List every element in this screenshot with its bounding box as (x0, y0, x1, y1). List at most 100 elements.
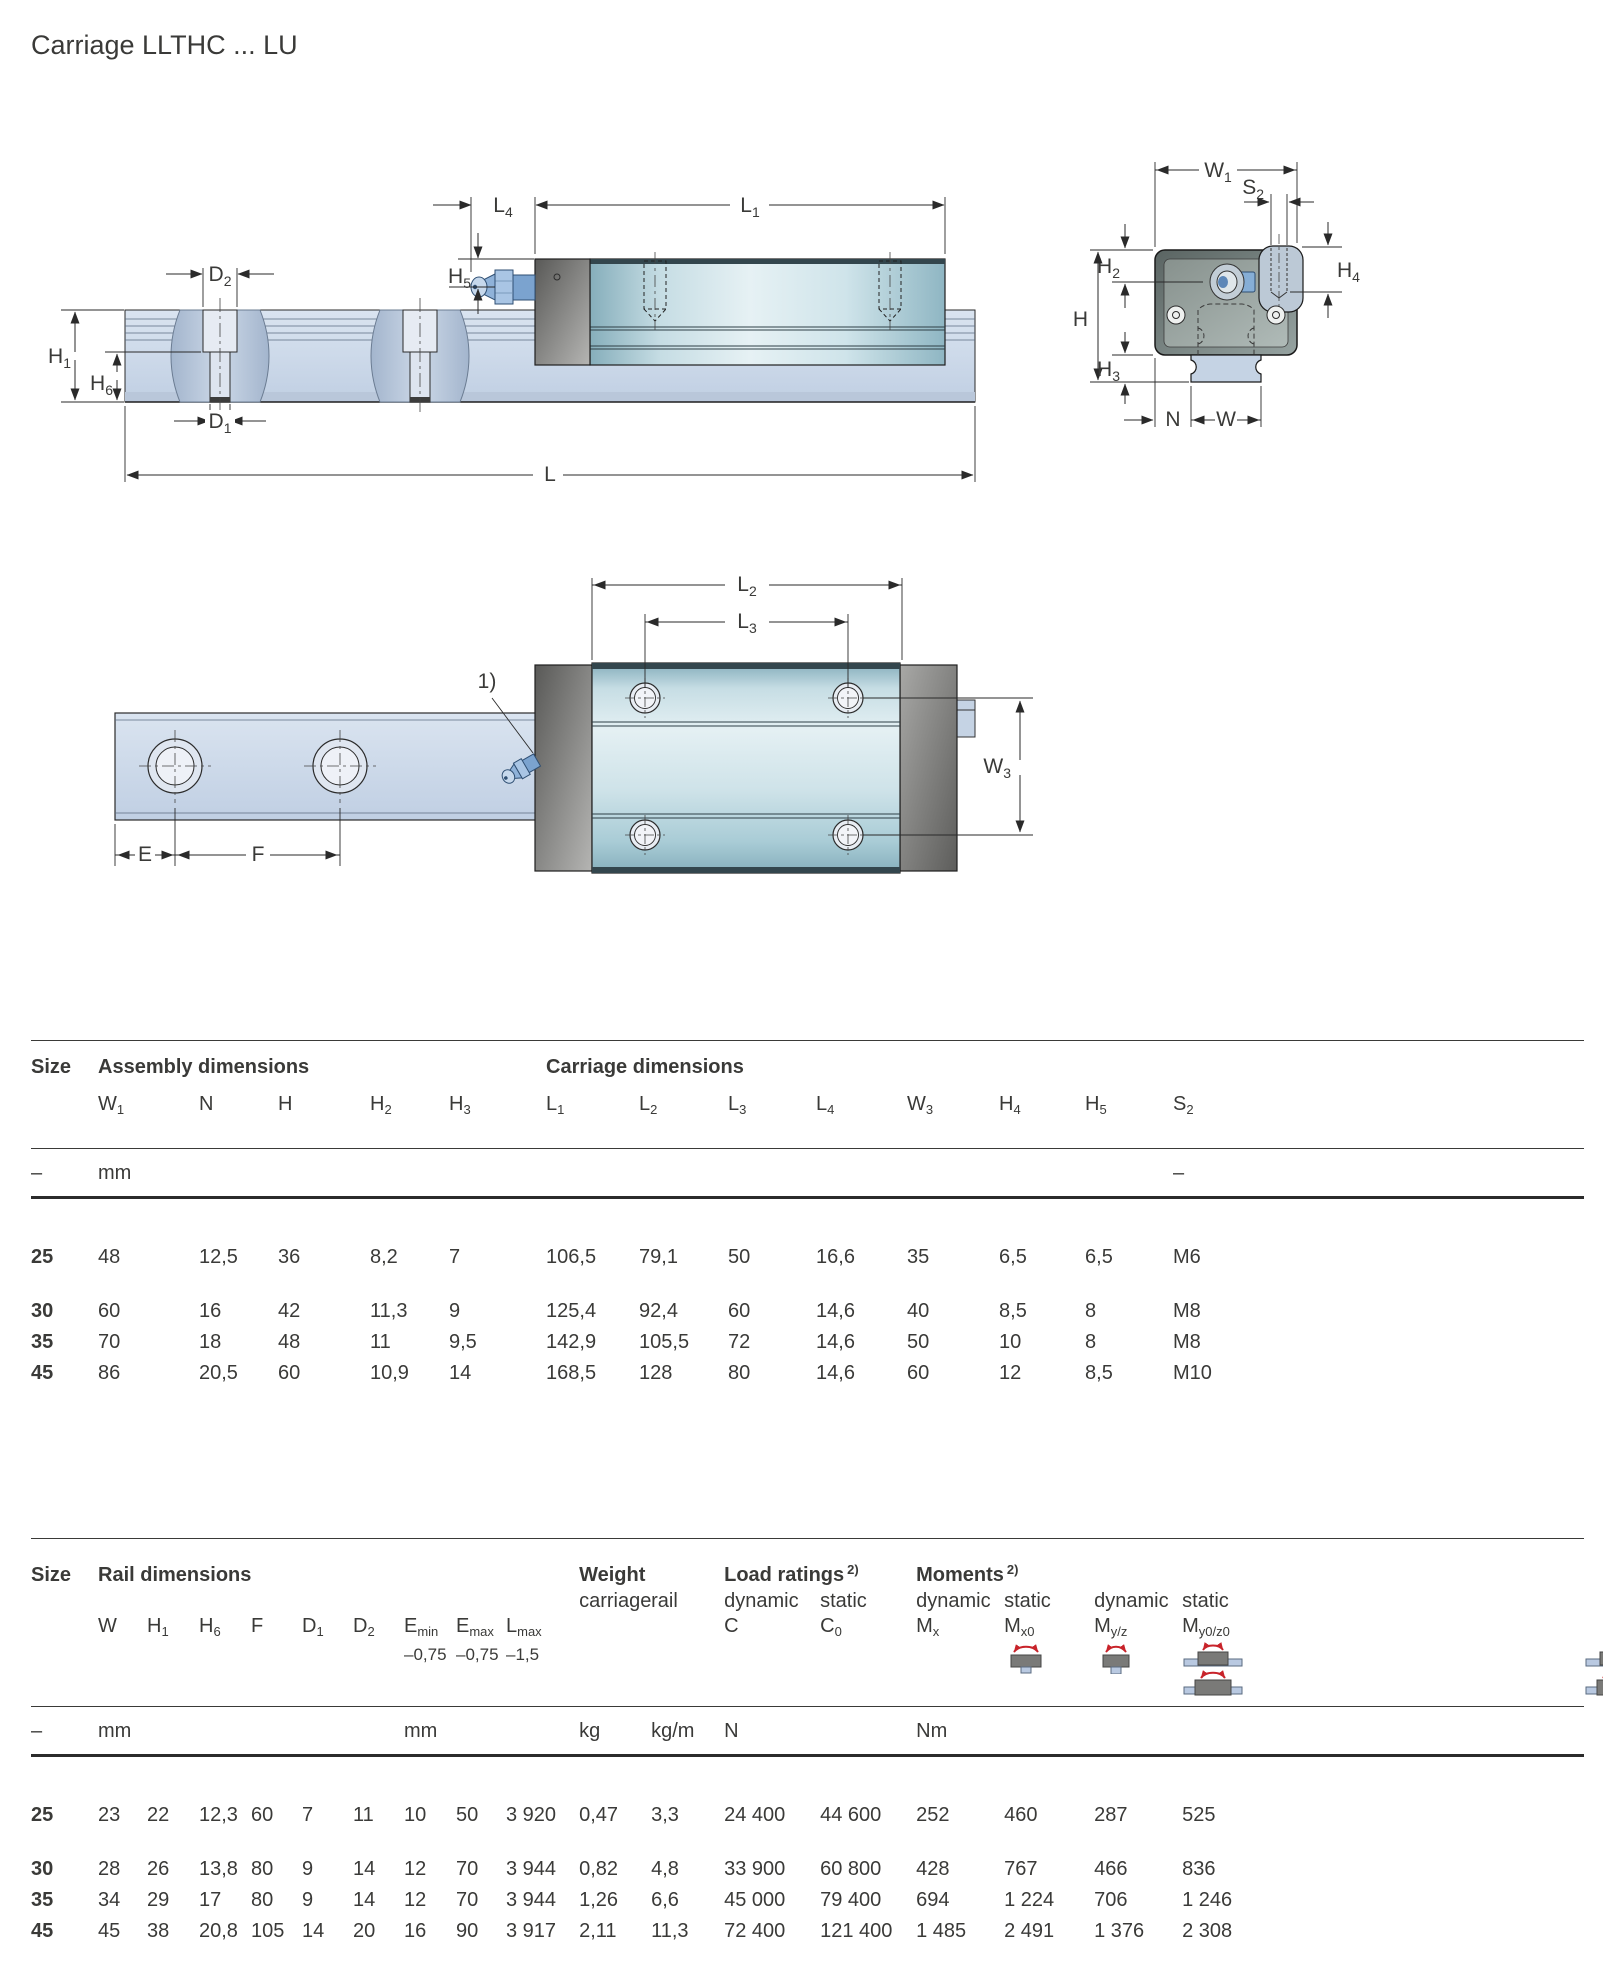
t1-col-l3: L3 (728, 1080, 817, 1149)
side-view-diagram: L4 L1 H5 D2 H1 H6 (48, 194, 976, 486)
t2-group-moments: Moments 2) (916, 1562, 1019, 1586)
t2-col-d1: D1 (302, 1615, 324, 1639)
cell-size: 45 (31, 1920, 54, 1942)
carriage-side (534, 252, 946, 366)
cell-value: 128 (639, 1362, 673, 1384)
cell-value: 8 (1085, 1300, 1097, 1322)
cell-value: 38 (147, 1920, 170, 1942)
cell-value: 14,6 (816, 1331, 855, 1353)
cell-value: 79,1 (639, 1246, 678, 1268)
table-row: 35 70 18 48 11 9,5 142,9 105,5 72 14,6 5… (31, 1327, 1584, 1358)
cell-value: 72 400 (724, 1920, 786, 1942)
t1-col-h: H (278, 1080, 370, 1149)
rail-hole-top-2 (304, 730, 376, 803)
t1-col-h5: H5 (1085, 1080, 1174, 1149)
cell-value: 14 (353, 1858, 376, 1880)
carriage-top (501, 662, 976, 874)
side-view-dimensions: L4 L1 H5 D2 H1 H6 (48, 194, 976, 486)
moment-myz-icon (1183, 1642, 1243, 1696)
table-row: 45 86 20,5 60 10,9 14 168,5 128 80 14,6 … (31, 1358, 1584, 1389)
cell-value: 12,3 (199, 1804, 238, 1826)
cell-value: 105 (251, 1920, 285, 1942)
cell-value: 12,5 (199, 1246, 238, 1268)
cell-value: 18 (199, 1331, 222, 1353)
cell-value: 7 (302, 1804, 314, 1826)
cell-value: 36 (278, 1246, 301, 1268)
cell-value: 70 (456, 1889, 479, 1911)
top-view-dimensions: L2 L3 W3 E F 1) (114, 573, 1033, 866)
cell-value: M8 (1173, 1331, 1201, 1353)
cell-value: M6 (1173, 1246, 1201, 1268)
dim-label-l4: L4 (493, 194, 513, 220)
cell-value: 3,3 (651, 1804, 679, 1826)
dim-label-w: W (1216, 408, 1236, 431)
cell-value: 80 (728, 1362, 751, 1384)
cell-value: 8 (1085, 1331, 1097, 1353)
carriage-end (1154, 234, 1304, 356)
t1-col-n: N (199, 1080, 278, 1149)
dim-label-w1: W1 (1204, 159, 1232, 185)
note-label: 1) (478, 670, 497, 693)
cell-size: 35 (31, 1331, 54, 1353)
t2-sub-rail: rail (651, 1590, 678, 1612)
cell-value: 706 (1094, 1889, 1128, 1911)
cell-value: 1 224 (1004, 1889, 1055, 1911)
cell-value: 20,8 (199, 1920, 238, 1942)
t2-col-f: F (251, 1615, 264, 1637)
t1-col-h2: H2 (370, 1080, 449, 1149)
rail-dimensions-table: Size Rail dimensions Weight Load ratings… (31, 1538, 1603, 1947)
dim-label-e: E (138, 843, 152, 866)
cell-value: 11,3 (651, 1920, 689, 1942)
t2-col-d2: D2 (353, 1615, 375, 1639)
cell-value: 14,6 (816, 1362, 855, 1384)
cell-value: 33 900 (724, 1858, 786, 1880)
cell-size: 30 (31, 1300, 54, 1322)
cell-value: 44 600 (820, 1804, 882, 1826)
t1-group-assembly: Assembly dimensions (98, 1056, 310, 1078)
cell-value: 16,6 (816, 1246, 855, 1268)
cell-value: 105,5 (639, 1331, 690, 1353)
end-cap-left (534, 664, 593, 872)
cell-value: 14 (302, 1920, 325, 1942)
cell-value: 79 400 (820, 1889, 882, 1911)
t1-group-carriage: Carriage dimensions (546, 1056, 744, 1078)
t2-sub-static: static (1004, 1590, 1051, 1612)
t2-tol-emax: –0,75 (456, 1640, 506, 1707)
cell-value: 14 (353, 1889, 376, 1911)
dim-label-l2: L2 (737, 573, 757, 599)
table-row: 25 48 12,5 36 8,2 7 106,5 79,1 50 16,6 3… (31, 1198, 1584, 1274)
cell-value: 694 (916, 1889, 950, 1911)
cell-value: 9 (302, 1858, 314, 1880)
grease-nipple-front-icon (1209, 263, 1256, 301)
table-row: 25 23 22 12,3 60 7 11 10 50 3 920 0,47 3… (31, 1756, 1584, 1832)
cell-value: 428 (916, 1858, 950, 1880)
cell-value: 10,9 (370, 1362, 409, 1384)
t2-col-my0z0: My0/z0 (1182, 1615, 1230, 1639)
cell-value: 6,6 (651, 1889, 679, 1911)
moment-my0z0-icon (1585, 1651, 1603, 1696)
t2-tol-lmax: –1,5 (506, 1640, 580, 1707)
mount-hole (828, 678, 868, 718)
dim-label-l1: L1 (740, 194, 760, 220)
cell-value: 70 (98, 1331, 121, 1353)
cell-value: 80 (251, 1889, 274, 1911)
cell-value: 2 491 (1004, 1920, 1055, 1942)
cell-value: 92,4 (639, 1300, 678, 1322)
t2-sub-dynamic: dynamic (916, 1590, 991, 1612)
cell-value: 60 800 (820, 1858, 882, 1880)
t2-group-weight: Weight (579, 1564, 646, 1586)
table-row: 30 28 26 13,8 80 9 14 12 70 3 944 0,82 4… (31, 1831, 1584, 1885)
thread-hole-2 (878, 252, 902, 330)
t1-col-l2: L2 (639, 1080, 729, 1149)
cell-value: 60 (728, 1300, 751, 1322)
cell-value: 11,3 (370, 1300, 408, 1322)
cell-value: 17 (199, 1889, 222, 1911)
cell-value: 23 (98, 1804, 121, 1826)
t2-col-lmax: Lmax (506, 1615, 542, 1639)
port-tab (956, 699, 976, 738)
t1-col-h3: H3 (449, 1080, 547, 1149)
rail-end (1190, 303, 1262, 383)
t2-units-row: – mm mm kg kg/m N Nm (31, 1706, 1585, 1757)
cell-value: 35 (907, 1246, 930, 1268)
